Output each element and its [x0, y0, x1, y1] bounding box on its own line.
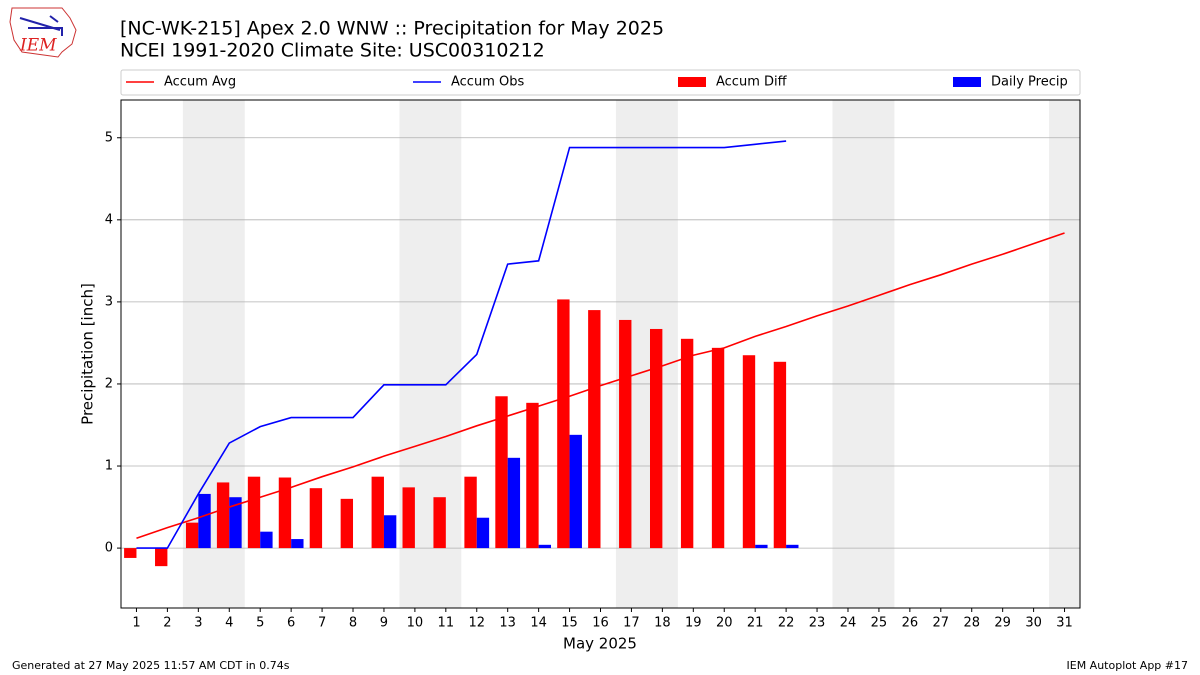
- bar: [402, 487, 415, 549]
- y-tick-label: 1: [105, 459, 113, 474]
- weekend-shade: [832, 100, 895, 608]
- bar: [476, 517, 490, 549]
- x-tick-label: 20: [716, 616, 733, 631]
- bar: [755, 544, 768, 549]
- x-tick-label: 13: [499, 616, 516, 631]
- x-tick-label: 25: [871, 616, 888, 631]
- bar: [383, 515, 397, 549]
- x-tick-label: 26: [902, 616, 919, 631]
- chart-subtitle: NCEI 1991-2020 Climate Site: USC00310212: [120, 40, 545, 62]
- line: [136, 232, 1065, 539]
- bar: [711, 347, 725, 549]
- x-tick-label: 10: [407, 616, 424, 631]
- bar: [495, 396, 508, 549]
- bar: [464, 476, 477, 549]
- bar: [619, 319, 632, 549]
- plot-frame: [120, 99, 1081, 609]
- x-tick-label: 12: [468, 616, 485, 631]
- y-tick-label: 5: [105, 130, 113, 145]
- bar: [557, 299, 570, 549]
- x-tick-label: 1: [132, 616, 140, 631]
- weekend-shade: [1049, 100, 1080, 608]
- legend-swatch: [953, 77, 981, 87]
- logo-symbol: [19, 15, 63, 36]
- x-tick-label: 17: [623, 616, 640, 631]
- y-tick-label: 4: [105, 212, 113, 227]
- bar: [216, 482, 230, 549]
- x-tick-label: 14: [530, 616, 547, 631]
- bar: [229, 497, 242, 549]
- x-tick-label: 11: [438, 616, 455, 631]
- legend-label: Accum Obs: [451, 75, 524, 90]
- x-tick-label: 30: [1025, 616, 1042, 631]
- x-tick-label: 5: [256, 616, 264, 631]
- legend-label: Accum Avg: [164, 75, 236, 90]
- x-tick-label: 3: [194, 616, 202, 631]
- bar: [433, 497, 446, 549]
- x-tick-label: 21: [747, 616, 764, 631]
- bar: [291, 539, 304, 549]
- bar: [124, 548, 137, 558]
- bar: [278, 477, 292, 549]
- bar: [569, 434, 582, 549]
- y-axis-label: Precipitation [inch]: [79, 283, 97, 425]
- y-tick-label: 3: [105, 294, 113, 309]
- y-tick-label: 0: [105, 541, 113, 556]
- x-tick-label: 2: [163, 616, 171, 631]
- x-axis-label: May 2025: [563, 635, 637, 653]
- bar: [185, 522, 199, 549]
- x-tick-label: 8: [349, 616, 357, 631]
- legend-box: [120, 69, 1081, 96]
- chart-title: [NC-WK-215] Apex 2.0 WNW :: Precipitatio…: [120, 18, 664, 40]
- x-tick-label: 15: [561, 616, 578, 631]
- x-tick-label: 27: [933, 616, 950, 631]
- x-tick-label: 18: [654, 616, 671, 631]
- x-tick-label: 6: [287, 616, 295, 631]
- bar: [247, 476, 261, 549]
- x-tick-label: 23: [809, 616, 826, 631]
- bar: [260, 531, 273, 549]
- bar: [649, 328, 663, 549]
- x-tick-label: 29: [994, 616, 1011, 631]
- bar: [786, 544, 799, 549]
- footer-left: Generated at 27 May 2025 11:57 AM CDT in…: [12, 659, 290, 672]
- bar: [198, 493, 211, 549]
- x-tick-label: 28: [963, 616, 980, 631]
- bar: [371, 476, 384, 549]
- bar: [538, 544, 552, 549]
- legend-swatch: [678, 77, 706, 87]
- x-tick-label: 19: [685, 616, 702, 631]
- x-tick-label: 24: [840, 616, 857, 631]
- bar: [680, 338, 694, 549]
- footer-right: IEM Autoplot App #17: [1067, 659, 1189, 672]
- logo-outline: [9, 7, 77, 58]
- x-tick-label: 4: [225, 616, 233, 631]
- line: [136, 140, 787, 549]
- bar: [340, 498, 354, 549]
- x-tick-label: 9: [380, 616, 388, 631]
- y-tick-label: 2: [105, 376, 113, 391]
- legend-label: Daily Precip: [991, 75, 1068, 90]
- x-tick-label: 16: [592, 616, 609, 631]
- logo: IEM: [9, 7, 77, 58]
- bar: [507, 457, 521, 549]
- bar: [742, 355, 756, 549]
- x-tick-label: 7: [318, 616, 326, 631]
- x-tick-label: 31: [1056, 616, 1073, 631]
- x-tick-label: 22: [778, 616, 795, 631]
- bar: [526, 402, 539, 549]
- bar: [309, 488, 323, 549]
- bar: [588, 310, 601, 549]
- bar: [155, 548, 168, 567]
- bar: [773, 361, 787, 549]
- logo-text: IEM: [19, 36, 57, 56]
- legend-label: Accum Diff: [716, 75, 788, 90]
